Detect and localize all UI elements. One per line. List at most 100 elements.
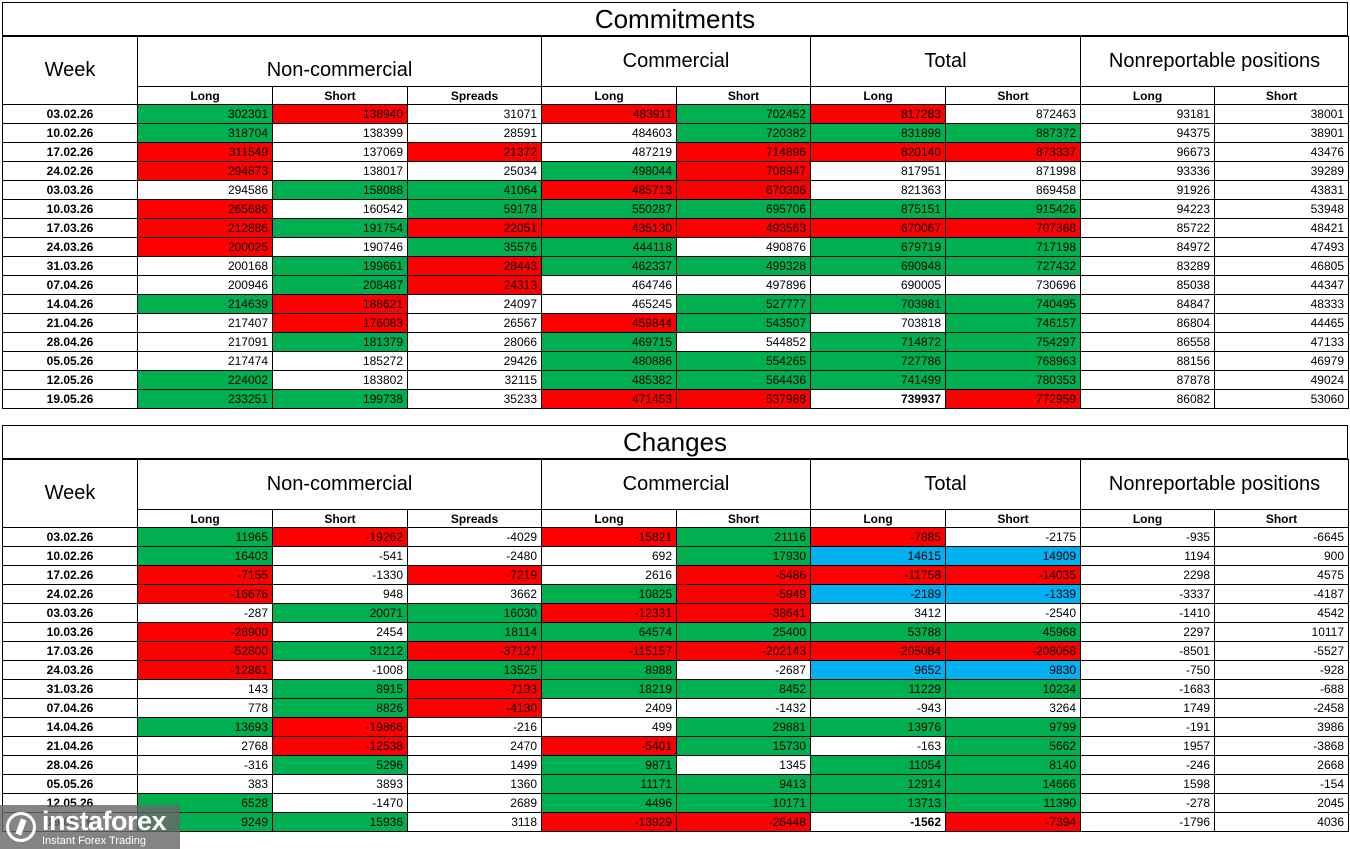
value-cell: 2045 bbox=[1214, 793, 1349, 813]
week-cell: 28.04.26 bbox=[2, 332, 138, 352]
value-cell: -928 bbox=[1214, 660, 1349, 680]
value-cell: -191 bbox=[1080, 717, 1215, 737]
value-cell: 94223 bbox=[1080, 199, 1215, 219]
value-cell: 53060 bbox=[1214, 389, 1349, 409]
value-cell: -278 bbox=[1080, 793, 1215, 813]
value-cell: 311549 bbox=[137, 142, 273, 162]
value-cell: -5527 bbox=[1214, 641, 1349, 661]
value-cell: 48421 bbox=[1214, 218, 1349, 238]
table-row: 12.05.26 224002 183802 32115 485382 564436 741… bbox=[2, 370, 1349, 390]
value-cell: 498044 bbox=[541, 161, 677, 181]
value-cell: 46979 bbox=[1214, 351, 1349, 371]
value-cell: 21116 bbox=[676, 527, 811, 547]
value-cell: 464746 bbox=[541, 275, 677, 295]
value-cell: 435130 bbox=[541, 218, 677, 238]
value-cell: 9799 bbox=[945, 717, 1081, 737]
value-cell: -1330 bbox=[272, 565, 408, 585]
week-cell: 10.02.26 bbox=[2, 123, 138, 143]
value-cell: 2668 bbox=[1214, 755, 1349, 775]
value-cell: -7885 bbox=[810, 527, 946, 547]
week-cell: 14.04.26 bbox=[2, 294, 138, 314]
value-cell: 869458 bbox=[945, 180, 1081, 200]
value-cell: 459844 bbox=[541, 313, 677, 333]
table-row: 10.03.26 -28900 2454 18114 64574 25400 53788 45… bbox=[2, 622, 1349, 642]
value-cell: 13525 bbox=[407, 660, 542, 680]
subheader-long: Long bbox=[541, 86, 677, 105]
value-cell: 780353 bbox=[945, 370, 1081, 390]
value-cell: -5486 bbox=[676, 565, 811, 585]
week-cell: 28.04.26 bbox=[2, 755, 138, 775]
value-cell: -15821 bbox=[541, 527, 677, 547]
value-cell: -1562 bbox=[810, 812, 946, 832]
week-cell: 17.03.26 bbox=[2, 218, 138, 238]
subheader-long: Long bbox=[137, 86, 273, 105]
week-cell: 31.03.26 bbox=[2, 679, 138, 699]
table-row: 24.03.26 200025 190746 35576 444118 490876 679… bbox=[2, 237, 1349, 257]
group-header-total: Total bbox=[810, 459, 1081, 510]
value-cell: 692 bbox=[541, 546, 677, 566]
table-row: 10.03.26 265686 160542 59178 550287 695706 875… bbox=[2, 199, 1349, 219]
value-cell: -4130 bbox=[407, 698, 542, 718]
watermark-tagline: Instant Forex Trading bbox=[42, 834, 146, 847]
value-cell: 499328 bbox=[676, 256, 811, 276]
value-cell: 214639 bbox=[137, 294, 273, 314]
value-cell: 138017 bbox=[272, 161, 408, 181]
table-row: 05.05.26 217474 185272 29426 480886 554265 727… bbox=[2, 351, 1349, 371]
value-cell: 873337 bbox=[945, 142, 1081, 162]
value-cell: 24313 bbox=[407, 275, 542, 295]
table-row: 05.05.26 383 3893 1360 11171 9413 12914 14666 15… bbox=[2, 774, 1349, 794]
subheader-long: Long bbox=[1080, 86, 1215, 105]
value-cell: 200946 bbox=[137, 275, 273, 295]
table-row: 03.03.26 294586 158088 41064 485713 670306 821… bbox=[2, 180, 1349, 200]
value-cell: 703981 bbox=[810, 294, 946, 314]
value-cell: -12861 bbox=[137, 660, 273, 680]
value-cell: -3868 bbox=[1214, 736, 1349, 756]
value-cell: 294586 bbox=[137, 180, 273, 200]
value-cell: 10825 bbox=[541, 584, 677, 604]
value-cell: 160542 bbox=[272, 199, 408, 219]
value-cell: 3986 bbox=[1214, 717, 1349, 737]
value-cell: 302301 bbox=[137, 104, 273, 124]
value-cell: 188621 bbox=[272, 294, 408, 314]
value-cell: 10171 bbox=[676, 793, 811, 813]
value-cell: 15936 bbox=[272, 812, 408, 832]
value-cell: 43476 bbox=[1214, 142, 1349, 162]
value-cell: 690005 bbox=[810, 275, 946, 295]
value-cell: 695706 bbox=[676, 199, 811, 219]
value-cell: 217407 bbox=[137, 313, 273, 333]
value-cell: 96673 bbox=[1080, 142, 1215, 162]
subheader-long: Long bbox=[810, 86, 946, 105]
value-cell: -935 bbox=[1080, 527, 1215, 547]
value-cell: 739937 bbox=[810, 389, 946, 409]
value-cell: 85722 bbox=[1080, 218, 1215, 238]
value-cell: 59178 bbox=[407, 199, 542, 219]
value-cell: 191754 bbox=[272, 218, 408, 238]
value-cell: 14666 bbox=[945, 774, 1081, 794]
value-cell: 38901 bbox=[1214, 123, 1349, 143]
value-cell: -19866 bbox=[272, 717, 408, 737]
value-cell: 21372 bbox=[407, 142, 542, 162]
value-cell: 746157 bbox=[945, 313, 1081, 333]
value-cell: 31071 bbox=[407, 104, 542, 124]
value-cell: 183802 bbox=[272, 370, 408, 390]
table-row: 28.04.26 -316 5296 1499 9871 1345 11054 8140 -24… bbox=[2, 755, 1349, 775]
subheader-short: Short bbox=[1214, 86, 1349, 105]
value-cell: 217474 bbox=[137, 351, 273, 371]
value-cell: -52800 bbox=[137, 641, 273, 661]
value-cell: 93336 bbox=[1080, 161, 1215, 181]
value-cell: 1345 bbox=[676, 755, 811, 775]
value-cell: 93181 bbox=[1080, 104, 1215, 124]
table-row: 21.04.26 217407 176083 26567 459844 543507 703… bbox=[2, 313, 1349, 333]
value-cell: 11390 bbox=[945, 793, 1081, 813]
table-row: 24.03.26 -12861 -1008 13525 8988 -2687 9652 983… bbox=[2, 660, 1349, 680]
value-cell: 158088 bbox=[272, 180, 408, 200]
value-cell: 5296 bbox=[272, 755, 408, 775]
week-cell: 05.05.26 bbox=[2, 351, 138, 371]
value-cell: 707368 bbox=[945, 218, 1081, 238]
value-cell: -38641 bbox=[676, 603, 811, 623]
value-cell: 208487 bbox=[272, 275, 408, 295]
changes-body: 03.02.26 11965 -19262 -4029 -15821 21116 -7885… bbox=[2, 527, 1349, 832]
value-cell: 714872 bbox=[810, 332, 946, 352]
value-cell: -5949 bbox=[676, 584, 811, 604]
value-cell: 3412 bbox=[810, 603, 946, 623]
